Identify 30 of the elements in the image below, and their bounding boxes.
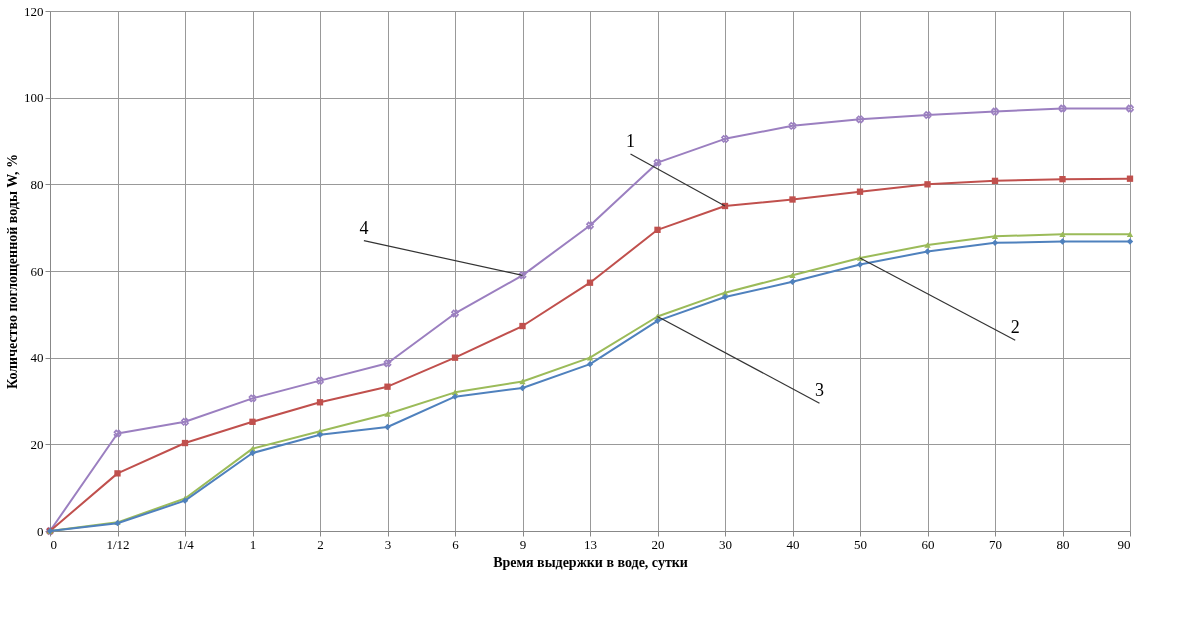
x-tick-label: 13 [584, 536, 597, 552]
x-tick-label: 2 [317, 536, 324, 552]
y-tick-label: 80 [30, 176, 44, 192]
annotation: 2 [1010, 317, 1020, 338]
y-axis-title: Количество поглощенной воды W, % [5, 153, 20, 390]
x-tick-label: 3 [384, 536, 392, 552]
y-tick-label: 120 [24, 3, 44, 19]
y-tick-label: 60 [30, 263, 44, 279]
x-tick-label: 30 [719, 536, 732, 552]
x-tick-label: 1/4 [177, 536, 195, 552]
annotation: 3 [815, 380, 824, 401]
x-tick-label: 1 [249, 536, 257, 552]
annotation: 4 [359, 217, 369, 238]
x-tick-label: 1/12 [106, 536, 130, 552]
x-axis-title: Время выдержки в воде, сутки [493, 554, 688, 570]
x-tick-label: 60 [921, 536, 935, 552]
y-tick-label: 20 [30, 436, 44, 452]
y-tick-label: 0 [37, 523, 44, 539]
x-tick-label: 70 [989, 536, 1002, 552]
x-tick-label: 0 [50, 536, 57, 552]
x-tick-label: 20 [651, 536, 665, 552]
x-tick-label: 6 [452, 536, 460, 552]
y-tick-label: 100 [24, 90, 44, 106]
annotation: 1 [626, 131, 635, 151]
y-tick-label: 40 [30, 350, 44, 366]
x-tick-label: 9 [519, 536, 527, 552]
x-tick-label: 90 [1117, 536, 1131, 552]
x-tick-label: 40 [786, 536, 800, 552]
x-tick-label: 80 [1056, 536, 1070, 552]
x-tick-label: 50 [854, 536, 867, 552]
